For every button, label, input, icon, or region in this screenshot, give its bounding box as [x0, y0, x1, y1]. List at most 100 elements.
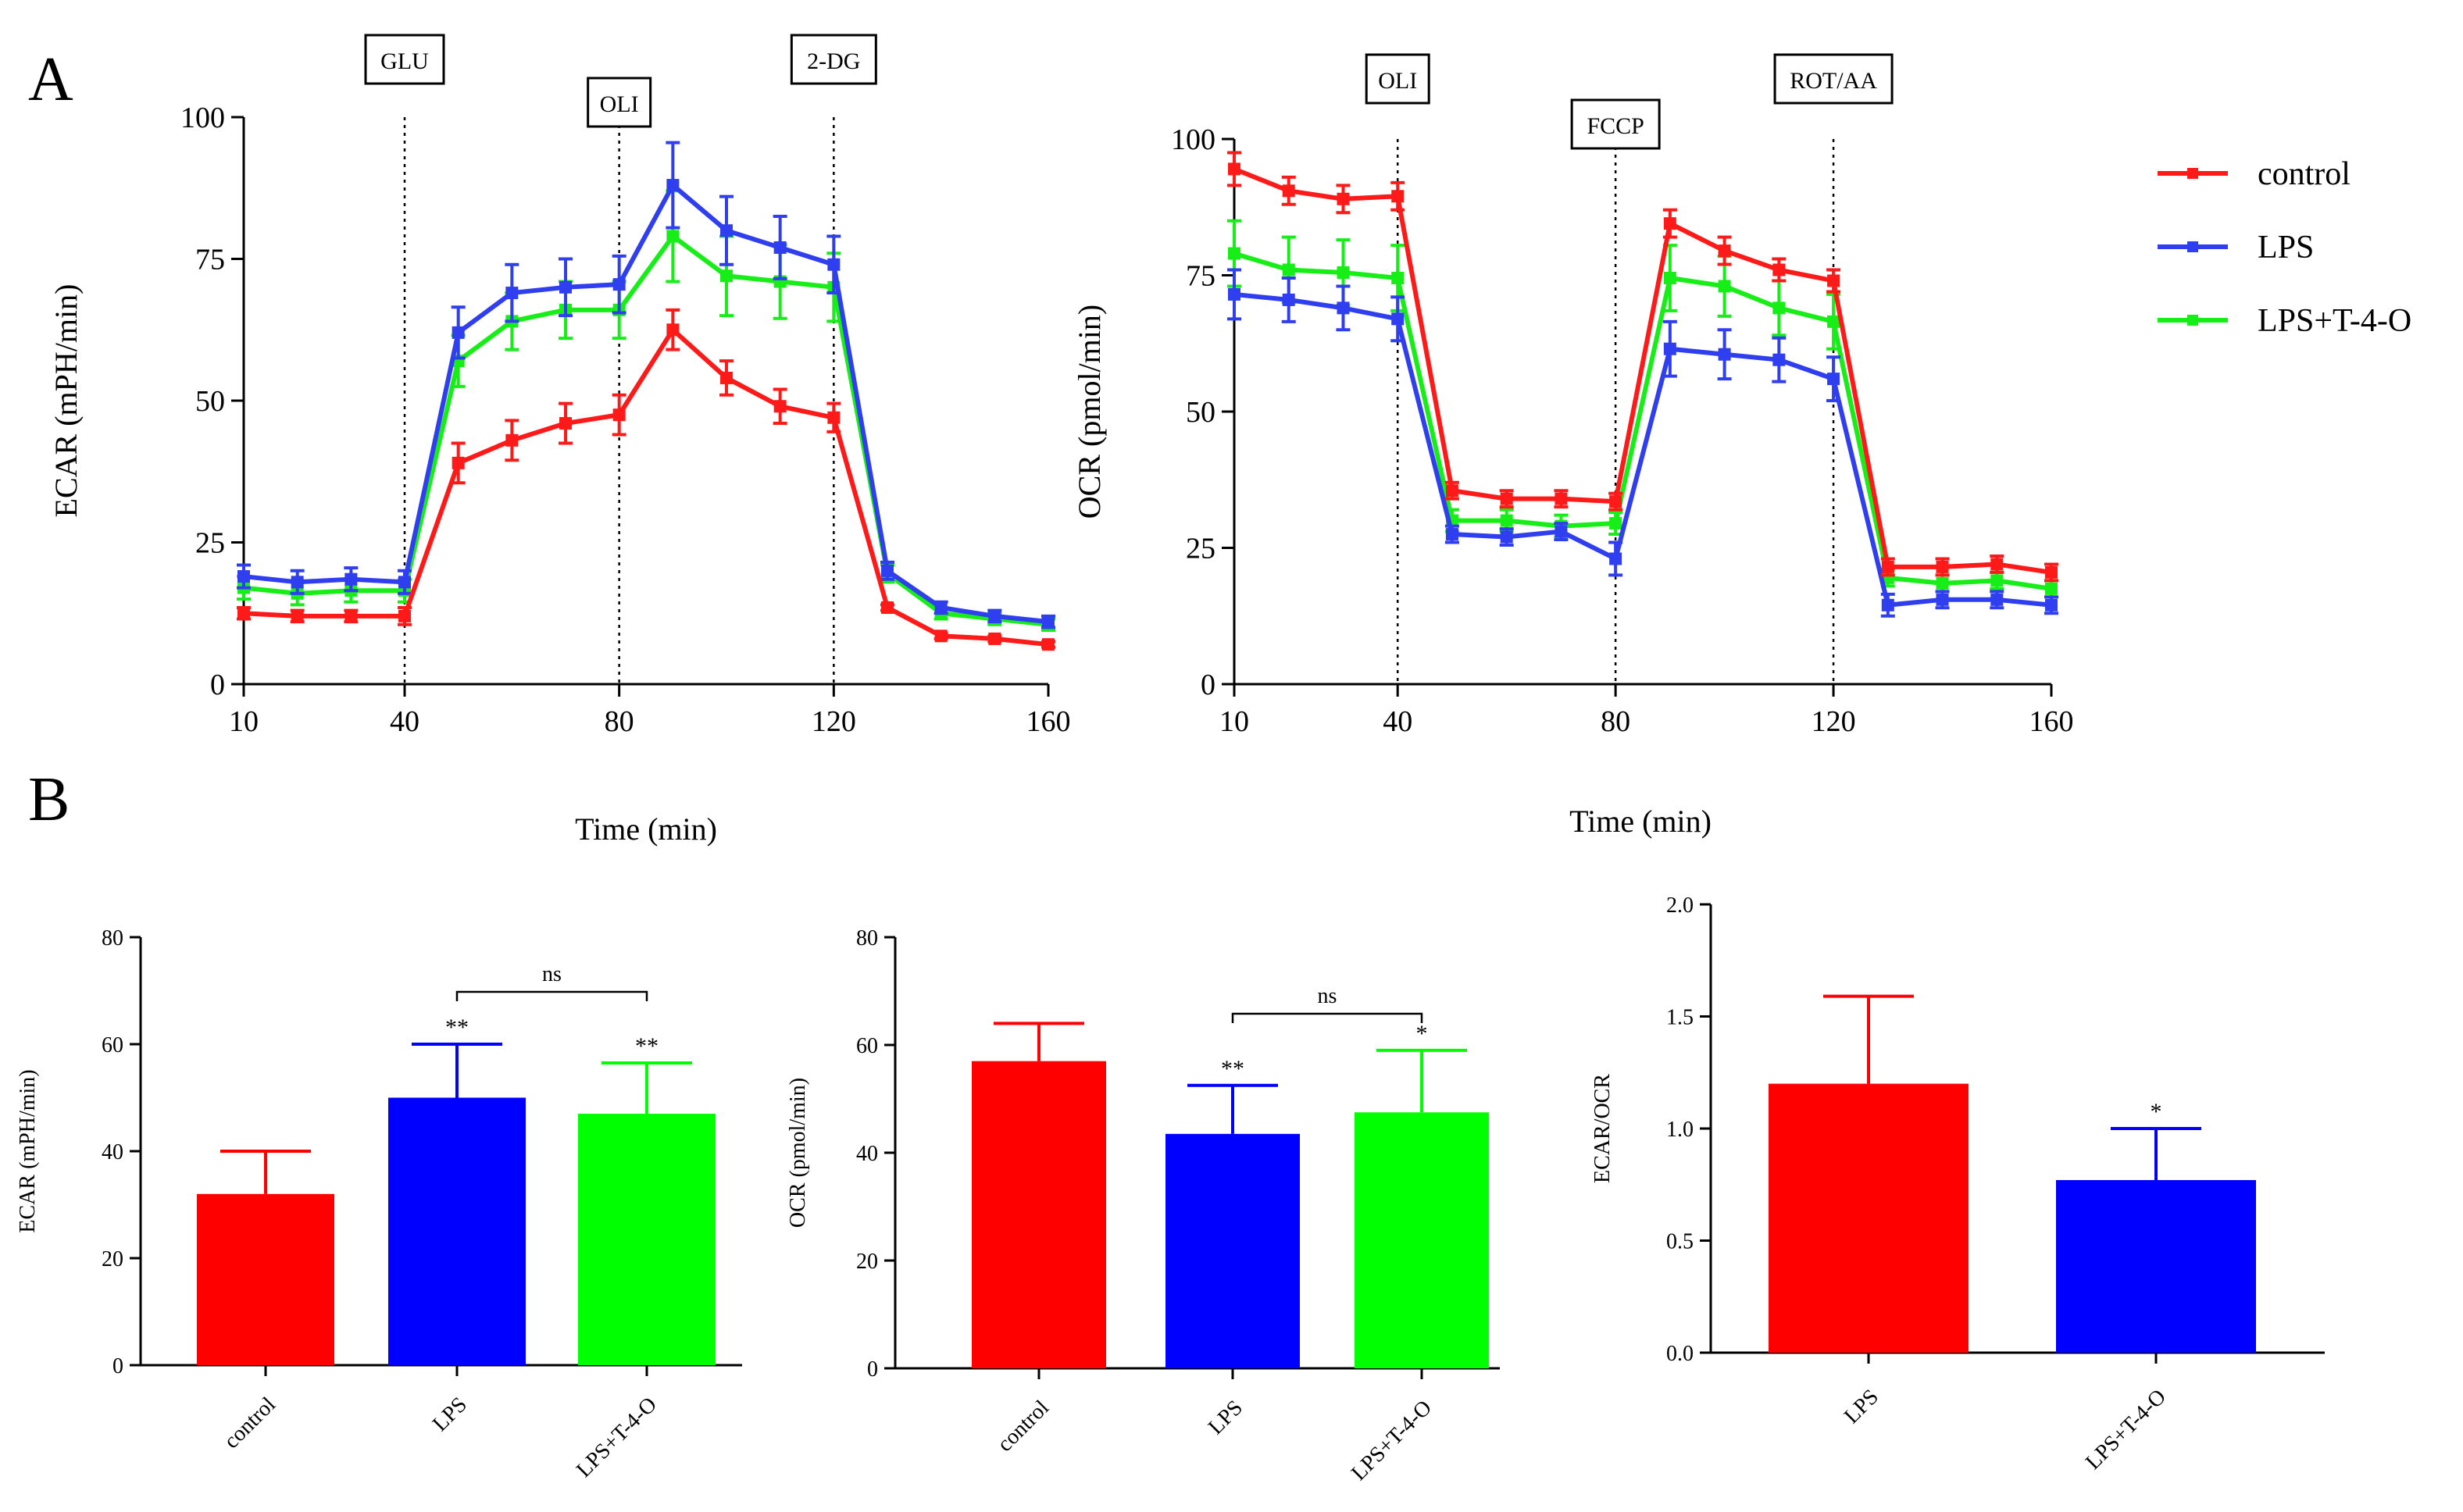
ocr_time-series-lps-point: [2045, 598, 2058, 612]
ocr_bar-y-axis-label: OCR (pmol/min): [786, 1078, 810, 1228]
ratio_bar-y-tick-label: 0.0: [1666, 1342, 1694, 1366]
ecar_bar-comparison-bracket: [455, 990, 648, 1001]
ocr_time-series-lps-t-4-o-point: [1337, 266, 1350, 280]
ocr_time-series-control-point: [1445, 484, 1458, 497]
legend-item-control: control: [2158, 156, 2351, 192]
ecar-bar-chart: 0 20 40 60 80 ECAR (mPH/min) control LPS ** LPS+T…: [16, 926, 742, 1482]
ocr_time-series-lps-point: [1772, 353, 1786, 366]
ratio-bar-chart: 0.0 0.5 1.0 1.5 2.0 ECAR/OCR LPS LPS+T-4-O *: [1590, 893, 2325, 1475]
ecar_time-series-lps-point: [505, 287, 519, 300]
ecar_time-series-control-point: [934, 629, 948, 643]
ocr_time-series-lps-t-4-o-line: [1233, 251, 2052, 591]
ocr_bar-lps-t-4-o-significance: *: [1416, 1021, 1428, 1047]
ocr_time-series-lps-t-4-o-point: [1663, 271, 1676, 284]
ocr_time-series-control-point: [1663, 217, 1676, 230]
ocr_time-x-tick-label: 80: [1601, 705, 1630, 738]
ecar_bar-lps-bar: [388, 1097, 526, 1365]
ocr_time-series-control-point: [1337, 192, 1350, 205]
legend-marker-lps-t4o: [2187, 315, 2198, 326]
ecar_time-series-control-point: [291, 609, 304, 622]
ecar_time-x-tick-label: 160: [1026, 705, 1071, 738]
ocr_time-series-lps-t-4-o-point: [1990, 574, 2004, 587]
ocr_time-series-control-point: [1990, 558, 2004, 571]
ecar_time-series-lps-point: [1042, 615, 1055, 629]
ocr_time-series-control-point: [1718, 244, 1731, 258]
ocr_time-series-lps-point: [1391, 312, 1405, 326]
legend-marker-lps: [2187, 241, 2198, 252]
ocr_time-series-control-point: [1936, 560, 1949, 573]
ecar_bar-y-tick-label: 80: [102, 926, 123, 950]
ecar_time-series-control-point: [988, 632, 1001, 645]
ecar_time-series-control-line: [243, 327, 1049, 647]
ocr_time-x-tick-label: 10: [1219, 705, 1249, 738]
ecar_time-series-control-point: [612, 408, 626, 422]
ocr_bar-lps-t-4-o-category-label: LPS+T-4-O: [1347, 1396, 1437, 1485]
legend-marker-control: [2187, 168, 2198, 179]
ocr_time-y-tick-label: 75: [1186, 260, 1215, 293]
ecar_time-y-tick-label: 50: [195, 385, 225, 418]
panel-label-b: B: [28, 765, 70, 834]
ocr_time-series-control-point: [1609, 495, 1622, 508]
ecar_time-series-lps-point: [559, 280, 572, 294]
ecar-time-chart: 0 25 50 75 100 10 40 80 120 160 ECAR (mPH/min) Time…: [48, 34, 1071, 847]
ocr-bar-chart: 0 20 40 60 80 OCR (pmol/min) control LPS ** LPS+T…: [786, 926, 1500, 1485]
ocr_time-series-lps-t-4-o-point: [1500, 514, 1513, 527]
ocr_time-series-control-point: [2045, 565, 2058, 579]
ocr_time-series-lps-point: [1445, 528, 1458, 541]
ecar_time-x-axis-label: Time (min): [575, 811, 717, 847]
ocr_time-injection-label-oli: OLI: [1378, 68, 1417, 94]
legend-item-lps-t4o: LPS+T-4-O: [2158, 303, 2411, 339]
ratio_bar-y-tick-label: 2.0: [1666, 893, 1694, 918]
ecar_bar-control-category-label: control: [220, 1393, 280, 1453]
ocr_time-y-tick-label: 50: [1186, 396, 1215, 429]
ecar_bar-y-tick-label: 20: [102, 1247, 123, 1271]
ecar_time-series-lps-point: [398, 576, 411, 589]
ocr_time-y-tick-label: 0: [1201, 669, 1215, 701]
ecar_time-series-lps-t-4-o-line: [243, 234, 1049, 627]
ecar_time-series-lps-line: [243, 183, 1049, 625]
ocr_time-series-lps-point: [1555, 525, 1568, 538]
ocr_time-x-tick-label: 120: [1812, 705, 1856, 738]
ecar_bar-y-tick-label: 60: [102, 1033, 123, 1057]
ecar_time-x-tick-label: 120: [812, 705, 856, 738]
ocr_time-x-tick-label: 160: [2029, 705, 2074, 738]
ecar_bar-lps-t-4-o-significance: **: [635, 1033, 659, 1059]
ecar_bar-y-axis-label: ECAR (mPH/min): [16, 1069, 40, 1232]
ocr_time-x-tick-label: 40: [1383, 705, 1412, 738]
ecar_time-y-axis-label: ECAR (mPH/min): [48, 284, 84, 518]
ratio_bar-lps-t-4-o-significance: *: [2151, 1099, 2162, 1125]
ocr_time-series-lps-t-4-o-point: [2045, 582, 2058, 595]
ocr_time-series-lps-t-4-o-point: [1391, 271, 1405, 284]
ecar_time-y-tick-label: 75: [195, 244, 225, 276]
panel-label-a: A: [28, 45, 73, 114]
legend: control LPS LPS+T-4-O: [2158, 156, 2411, 339]
ocr_time-injection-box-oli: [1365, 53, 1430, 105]
ecar_bar-control-bar: [197, 1193, 334, 1365]
ocr_time-series-lps-t-4-o-point: [1282, 263, 1295, 276]
ocr_time-series-lps-t-4-o-point: [1772, 301, 1786, 315]
ocr-time-chart: 0 25 50 75 100 10 40 80 120 160 OCR (pmol/min) Time…: [1072, 53, 2074, 839]
ocr_time-series-control-point: [1391, 190, 1405, 203]
ecar_time-series-lps-point: [934, 601, 948, 614]
ocr_bar-comparison-bracket: [1231, 1012, 1423, 1023]
ratio_bar-y-axis-label: ECAR/OCR: [1590, 1074, 1615, 1183]
ecar_time-injection-box-glu: [364, 34, 445, 85]
ocr_time-series-lps-point: [1500, 530, 1513, 544]
ecar_bar-comparison-label: ns: [542, 962, 562, 986]
ecar_time-series-control-point: [827, 411, 841, 424]
ratio_bar-lps-category-label: LPS: [1840, 1385, 1883, 1428]
ocr_bar-lps-significance: **: [1221, 1056, 1244, 1082]
ecar_time-series-lps-point: [291, 576, 304, 589]
ocr_time-injection-box-fccp: [1570, 98, 1661, 150]
ecar_time-series-lps-point: [237, 570, 250, 583]
ecar_time-series-control-point: [344, 609, 358, 622]
ocr_time-series-lps-point: [1228, 287, 1240, 301]
ecar_time-series-lps-t-4-o-point: [666, 230, 680, 243]
ocr_time-series-control-point: [1772, 263, 1786, 276]
ratio_bar-y-tick-label: 1.5: [1666, 1006, 1694, 1030]
ocr_bar-comparison-label: ns: [1318, 984, 1337, 1008]
ocr_bar-y-tick-label: 40: [856, 1142, 878, 1166]
ecar_time-series-control-point: [452, 456, 465, 469]
legend-label-lps-t4o: LPS+T-4-O: [2258, 303, 2411, 339]
